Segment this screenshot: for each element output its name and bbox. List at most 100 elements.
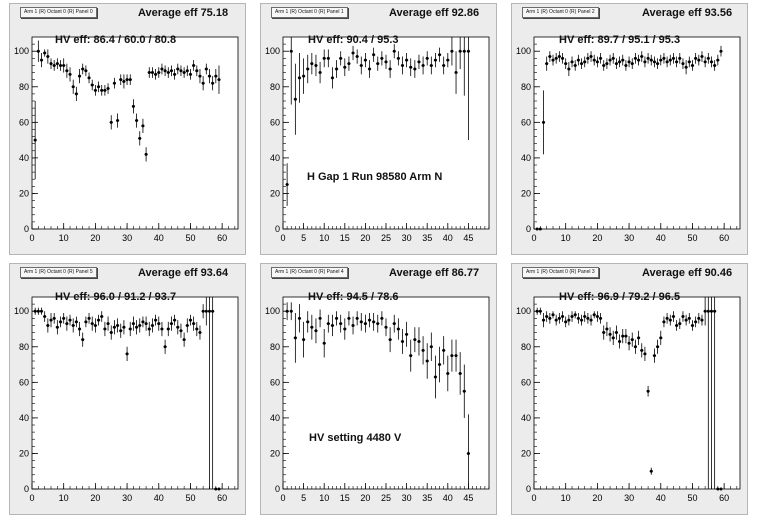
data-point [326,314,330,333]
data-point [608,54,612,66]
data-point [675,320,679,331]
data-point [289,37,293,105]
data-point [586,53,590,64]
data-point [306,54,310,84]
chart-panel-3: Arm 1 (R) Octant 0 (R) Panel 5 Average ef… [9,263,246,515]
chart-panel-4: Arm 1 (R) Octant 0 (R) Panel 4 Average ef… [260,263,497,515]
x-tick-label: 5 [301,493,306,503]
data-point [592,54,596,66]
data-point [573,60,577,71]
data-point [583,311,587,322]
data-point [605,321,609,337]
x-tick-label: 50 [687,493,697,503]
data-point [409,339,413,372]
data-point [297,53,302,103]
data-point [602,60,606,71]
data-point [122,320,126,335]
y-tick-label: 60 [270,377,280,387]
data-point [185,65,189,77]
data-point [545,311,549,322]
panel-header: Arm 1 (R) Octant 0 (R) Panel 4 [271,267,348,278]
y-tick-label: 20 [521,448,531,458]
data-point [396,51,400,66]
plot-area: 0 10 20 30 40 50 60 0 20 40 60 80 100 [14,296,239,503]
data-point [567,61,571,77]
x-tick-label: 0 [280,233,285,243]
data-point [334,60,339,78]
data-point [93,318,97,333]
data-point [115,113,120,128]
x-tick-label: 25 [381,233,391,243]
data-point [380,51,384,66]
x-tick-label: 10 [59,233,69,243]
data-point [560,53,565,64]
data-point [125,74,129,85]
data-point [87,313,91,324]
data-point [446,355,450,392]
data-point [363,314,367,333]
data-point [466,37,470,141]
average-eff-label: Average eff 75.18 [138,7,229,19]
panel-header: Arm 1 (R) Octant 0 (R) Panel 0 [20,7,97,18]
data-point [119,74,123,85]
x-tick-label: 50 [185,233,195,243]
data-point [96,81,101,93]
hv-eff-label: HV eff: 90.4 / 95.3 [308,34,399,46]
y-tick-label: 80 [19,82,29,92]
data-point [633,53,638,64]
x-tick-label: 25 [381,493,391,503]
panel-header: Arm 1 (R) Octant 0 (R) Panel 5 [20,267,97,278]
x-tick-label: 60 [719,493,729,503]
data-point [71,79,75,94]
x-tick-label: 30 [122,493,132,503]
data-point [535,227,539,231]
x-tick-label: 50 [185,493,195,503]
data-point [306,311,310,333]
x-tick-label: 0 [531,493,536,503]
data-point [36,307,40,315]
data-point [217,487,221,491]
data-point [671,311,676,322]
data-point [285,163,289,206]
average-eff-label: Average eff 92.86 [389,7,480,19]
data-point [160,63,164,75]
data-point [640,343,644,358]
y-tick-label: 80 [270,82,280,92]
x-tick-label: 40 [443,233,453,243]
data-point [182,332,186,347]
data-point [43,49,47,57]
data-point [367,313,372,328]
data-point [595,56,599,68]
x-tick-label: 45 [463,493,473,503]
data-point [372,313,376,331]
data-point [576,54,580,66]
data-point [624,60,628,71]
data-point [192,60,196,71]
y-tick-label: 20 [19,188,29,198]
data-point [195,65,199,77]
data-point [684,60,688,75]
plot-area: 0 10 20 30 40 50 60 0 20 40 60 80 100 [14,36,239,243]
data-point [347,56,351,71]
data-point [198,69,202,84]
data-point [322,329,326,358]
x-tick-label: 10 [319,233,329,243]
x-tick-label: 60 [217,233,227,243]
data-point [611,330,615,345]
x-tick-label: 30 [402,233,412,243]
data-point [690,60,695,71]
data-point [548,313,552,324]
data-point [359,56,363,75]
data-point [662,316,666,328]
data-point [207,69,212,84]
data-point [709,297,714,489]
data-point [289,302,293,321]
data-point [668,314,672,326]
data-point [176,63,180,75]
data-point [217,65,221,94]
chart-panel-0: Arm 1 (R) Octant 0 (R) Panel 0 Average ef… [9,3,246,255]
data-point [454,51,458,94]
data-point [65,63,69,78]
data-point [322,49,326,68]
